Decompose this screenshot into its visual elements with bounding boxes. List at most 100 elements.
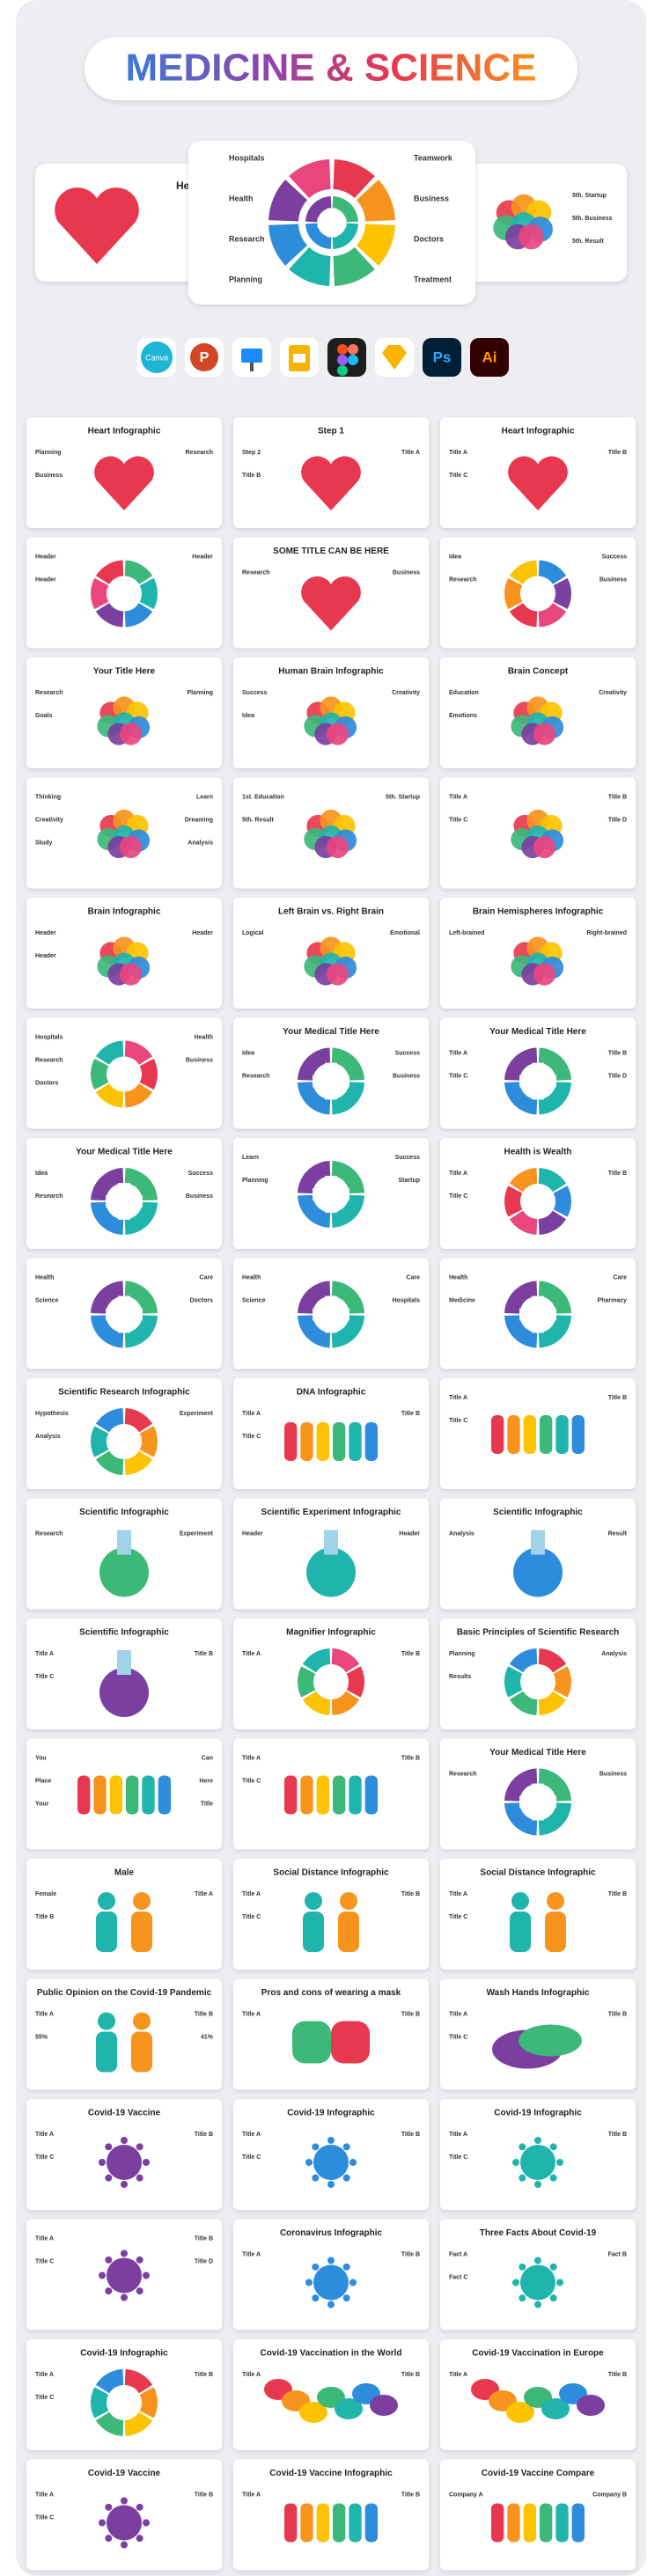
virus-spike <box>549 2174 557 2182</box>
slide-title: Scientific Infographic <box>493 1508 583 1517</box>
heart-shape <box>508 456 568 510</box>
cross-bar <box>106 1308 143 1321</box>
slide-title: Covid-19 Vaccine Compare <box>482 2469 595 2478</box>
slide-title: Covid-19 Vaccination in Europe <box>472 2349 604 2359</box>
virus-spike <box>327 2257 335 2264</box>
slide-label: Idea <box>242 1050 254 1056</box>
slide-label: Creativity <box>392 690 420 696</box>
wheel-segment <box>331 1161 364 1194</box>
wheel-segment <box>346 1666 364 1698</box>
flask-neck <box>531 1530 545 1555</box>
virus-spike <box>136 2535 143 2543</box>
slide-card: Your Medical Title Here Research Business <box>440 1738 636 1850</box>
color-block <box>507 1415 520 1454</box>
virus-body <box>520 2264 555 2301</box>
cross-bar <box>313 1188 349 1200</box>
slide-label: Title A <box>242 1755 261 1761</box>
slide-label: Care <box>199 1274 213 1281</box>
slide-label: Education <box>449 690 479 696</box>
flask-neck <box>324 1530 338 1555</box>
slide-card: Thinking Learn Creativity Dreaming Study Anal… <box>26 777 222 889</box>
slide-title: Covid-19 Vaccine Infographic <box>269 2469 393 2478</box>
virus-spike <box>121 2293 128 2301</box>
slide-card: SOME TITLE CAN BE HERE Research Business <box>233 537 429 649</box>
virus-spike <box>534 2257 541 2264</box>
color-block <box>364 1775 378 1815</box>
slide-label: Planning <box>187 690 213 696</box>
wheel-segment <box>553 1185 571 1217</box>
slide-background <box>26 1859 222 1970</box>
page-title: MEDICINE & SCIENCE <box>126 47 537 90</box>
wheel-segment <box>509 1168 538 1193</box>
slide-label: Title B <box>608 2372 627 2378</box>
cross-bar <box>519 1075 556 1088</box>
hero-label: Health <box>229 194 254 202</box>
slide-label: Header <box>399 1530 420 1537</box>
slide-title: Basic Principles of Scientific Research <box>457 1628 620 1638</box>
virus-spike <box>519 2143 526 2151</box>
virus-spike <box>534 2301 541 2308</box>
wheel-segment <box>297 1666 316 1698</box>
slide-title: Health is Wealth <box>504 1148 571 1157</box>
slide-label: Title B <box>195 1651 213 1657</box>
slide-card: Heart Infographic Planning Research Busines… <box>26 417 222 528</box>
slide-label: Title A <box>242 1651 261 1657</box>
slide-label: Title C <box>242 1434 261 1440</box>
slide-title: DNA Infographic <box>297 1388 366 1398</box>
brain-lobe <box>326 835 349 859</box>
slide-label: Header <box>35 953 56 959</box>
person-head <box>547 1892 564 1910</box>
wheel-segment <box>504 1315 538 1348</box>
slide-card: Covid-19 Vaccine Title A Title B Title C <box>26 2459 222 2571</box>
slide-label: Title B <box>401 2372 420 2378</box>
slide-label: Emotions <box>449 713 477 719</box>
hero-label: Planning <box>229 275 262 283</box>
slide-title: Magnifier Infographic <box>286 1628 376 1638</box>
wheel-segment <box>509 1210 538 1235</box>
slide-label: Title A <box>449 2372 467 2378</box>
hero-label: Treatment <box>414 275 452 283</box>
color-block <box>316 2503 329 2543</box>
color-block <box>284 1422 298 1461</box>
slide-label: Title B <box>195 2492 213 2498</box>
slide-label: Title B <box>401 1651 420 1657</box>
slide-background <box>440 1859 636 1970</box>
slide-card: Hospitals Health Research Business Doctors <box>26 1017 222 1129</box>
slide-card: Human Brain Infographic Success Creativity… <box>233 657 429 768</box>
virus-spike <box>121 2541 128 2549</box>
slide-card: Male Female Title A Title B <box>26 1859 222 1970</box>
slide-label: Title C <box>35 2514 54 2521</box>
slide-label: Health <box>35 1274 54 1281</box>
brain-lobe <box>533 835 556 859</box>
slide-card: 1st. Education 5th. Startup 5th. Result <box>233 777 429 889</box>
wheel-segment <box>298 1315 331 1348</box>
hero-label: Business <box>414 194 449 202</box>
slide-label: Female <box>35 1891 56 1897</box>
slide-label: Title C <box>242 1778 261 1784</box>
virus-body <box>107 2505 142 2541</box>
slide-title: Pros and cons of wearing a mask <box>261 1988 401 1998</box>
slide-card: Scientific Infographic Research Experiment <box>26 1498 222 1610</box>
virus-spike <box>143 2519 150 2527</box>
virus-spike <box>105 2287 113 2295</box>
slide-title: Covid-19 Vaccination in the World <box>261 2349 402 2359</box>
slide-label: Title A <box>449 2132 467 2138</box>
slide-label: Doctors <box>190 1297 214 1303</box>
slide-card: Social Distance Infographic Title A Title … <box>440 1859 636 1970</box>
wheel-segment <box>124 1201 158 1235</box>
color-block <box>142 1775 155 1815</box>
wheel-segment <box>332 223 358 249</box>
slide-label: Business <box>35 473 63 479</box>
slide-label: Emotional <box>390 930 420 936</box>
slide-label: Title B <box>608 2132 627 2138</box>
slide-label: Left-brained <box>449 930 484 936</box>
wheel-segment <box>90 1058 109 1090</box>
wheel-segment <box>302 1648 331 1673</box>
app-icon <box>241 349 262 363</box>
slide-label: Title C <box>449 1073 467 1079</box>
wheel-segment <box>124 1040 153 1065</box>
slide-label: Title B <box>401 2492 420 2498</box>
virus-spike <box>121 2249 128 2257</box>
slide-background <box>440 537 636 649</box>
